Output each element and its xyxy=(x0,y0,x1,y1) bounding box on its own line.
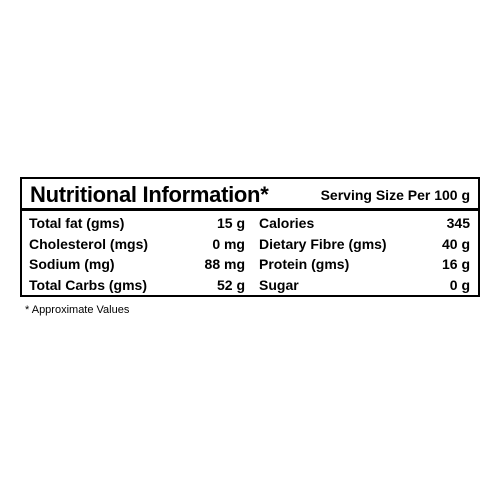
footnote: * Approximate Values xyxy=(25,304,130,316)
nutrient-label: Total fat (gms) xyxy=(29,215,125,231)
nutrient-value: 88 mg xyxy=(204,256,245,272)
nutrient-value: 15 g xyxy=(216,215,245,231)
label-header: Nutritional Information* Serving Size Pe… xyxy=(22,179,478,211)
nutrient-label: Calories xyxy=(259,215,315,231)
nutrient-value: 52 g xyxy=(216,276,245,293)
serving-size: Serving Size Per 100 g xyxy=(320,187,470,203)
nutrient-label: Protein (gms) xyxy=(259,256,350,272)
nutrient-value: 40 g xyxy=(441,235,470,252)
nutrient-label: Cholesterol (mgs) xyxy=(29,235,149,252)
nutrient-label: Sodium (mg) xyxy=(29,256,115,272)
label-title: Nutritional Information* xyxy=(30,182,269,207)
nutrient-label: Total Carbs (gms) xyxy=(29,276,147,293)
nutrient-value: 0 g xyxy=(449,276,470,293)
nutrition-label: Nutritional Information* Serving Size Pe… xyxy=(20,177,480,297)
nutrient-label: Dietary Fibre (gms) xyxy=(259,235,387,252)
nutrient-value: 0 mg xyxy=(212,235,245,252)
nutrient-value: 345 xyxy=(446,215,470,231)
nutrient-value: 16 g xyxy=(441,256,470,272)
nutrient-label: Sugar xyxy=(259,276,299,293)
